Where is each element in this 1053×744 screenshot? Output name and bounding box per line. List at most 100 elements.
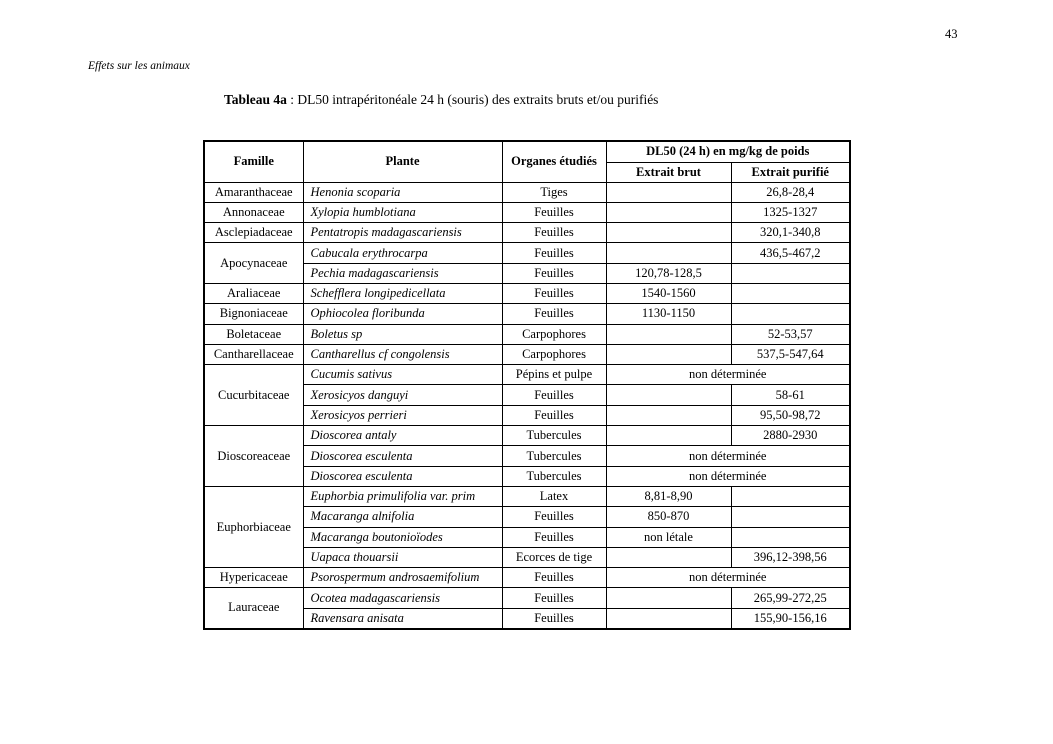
- table-container: Famille Plante Organes étudiés DL50 (24 …: [203, 140, 852, 630]
- plante-cell: Psorospermum androsaemifolium: [302, 567, 503, 589]
- plante-cell: Ocotea madagascariensis: [302, 587, 503, 609]
- header-extrait-brut: Extrait brut: [605, 161, 732, 183]
- extrait-purifie-cell: [730, 485, 851, 508]
- extrait-purifie-cell: 436,5-467,2: [730, 242, 851, 264]
- header-organes: Organes étudiés: [501, 140, 607, 183]
- extrait-purifie-cell: 537,5-547,64: [730, 343, 851, 366]
- organes-cell: Carpophores: [501, 323, 607, 345]
- extrait-brut-cell: [605, 587, 732, 609]
- extrait-brut-cell: 120,78-128,5: [605, 262, 732, 284]
- plante-cell: Euphorbia primulifolia var. prim: [302, 485, 503, 508]
- dl50-merged-cell: non déterminée: [605, 445, 851, 467]
- plante-cell: Cucumis sativus: [302, 364, 503, 386]
- famille-cell: Hypericaceae: [203, 567, 304, 589]
- organes-cell: Tubercules: [501, 445, 607, 467]
- plante-cell: Dioscorea antaly: [302, 425, 503, 447]
- extrait-brut-cell: non létale: [605, 526, 732, 548]
- page-number: 43: [945, 27, 958, 41]
- famille-cell: Amaranthaceae: [203, 181, 304, 203]
- extrait-brut-cell: 1130-1150: [605, 303, 732, 325]
- famille-cell: Asclepiadaceae: [203, 222, 304, 244]
- famille-cell: Lauraceae: [203, 587, 304, 630]
- plante-cell: Dioscorea esculenta: [302, 465, 503, 487]
- extrait-brut-cell: 850-870: [605, 506, 732, 528]
- table-header: Famille Plante Organes étudiés DL50 (24 …: [203, 140, 851, 183]
- table-title-text: : DL50 intrapéritonéale 24 h (souris) de…: [286, 92, 659, 107]
- table-row: Euphorbiaceae Euphorbia primulifolia var.…: [203, 485, 851, 569]
- header-row-1: Famille Plante Organes étudiés DL50 (24 …: [203, 140, 851, 183]
- table-row: Asclepiadaceae Pentatropis madagascariens…: [203, 222, 851, 244]
- table-title-label: Tableau 4a: [224, 92, 287, 107]
- organes-cell: Tiges: [501, 181, 607, 203]
- extrait-brut-cell: [605, 607, 732, 630]
- table-title: Tableau 4a : DL50 intrapéritonéale 24 h …: [224, 92, 658, 108]
- table-row: Xerosicyos danguyi Feuilles 58-61: [204, 384, 851, 406]
- organes-cell: Feuilles: [501, 506, 607, 528]
- famille-cell: Annonaceae: [203, 201, 304, 224]
- famille-cell: Bignoniaceae: [203, 303, 304, 325]
- table-row: Dioscorea esculenta Tubercules non détermi…: [204, 465, 851, 487]
- plante-cell: Macaranga alnifolia: [302, 506, 503, 528]
- organes-cell: Feuilles: [501, 587, 607, 609]
- extrait-purifie-cell: 396,12-398,56: [730, 546, 851, 569]
- dl50-merged-cell: non déterminée: [605, 364, 851, 386]
- organes-cell: Tubercules: [501, 465, 607, 487]
- extrait-brut-cell: [605, 546, 732, 569]
- extrait-purifie-cell: [730, 262, 851, 284]
- plante-cell: Boletus sp: [302, 323, 503, 345]
- extrait-brut-cell: [605, 384, 732, 406]
- extrait-purifie-cell: 265,99-272,25: [730, 587, 851, 609]
- famille-cell: Cantharellaceae: [203, 343, 304, 366]
- organes-cell: Feuilles: [501, 282, 607, 305]
- table-row: Araliaceae Schefflera longipedicellata Feu…: [203, 282, 851, 305]
- organes-cell: Feuilles: [501, 384, 607, 406]
- running-header: Effets sur les animaux: [88, 60, 190, 72]
- extrait-purifie-cell: [730, 282, 851, 305]
- organes-cell: Latex: [501, 485, 607, 508]
- extrait-purifie-cell: 320,1-340,8: [730, 222, 851, 244]
- extrait-brut-cell: [605, 181, 732, 203]
- table-row: Bignoniaceae Ophiocolea floribunda Feuille…: [203, 303, 851, 325]
- dl50-table: Famille Plante Organes étudiés DL50 (24 …: [203, 140, 852, 630]
- table-row: Annonaceae Xylopia humblotiana Feuilles 132…: [203, 201, 851, 224]
- plante-cell: Ophiocolea floribunda: [302, 303, 503, 325]
- table-row: Dioscorea esculenta Tubercules non détermi…: [204, 445, 851, 467]
- organes-cell: Ecorces de tige: [501, 546, 607, 569]
- organes-cell: Feuilles: [501, 567, 607, 589]
- extrait-brut-cell: [605, 343, 732, 366]
- extrait-purifie-cell: 95,50-98,72: [730, 404, 851, 427]
- plante-cell: Schefflera longipedicellata: [302, 282, 503, 305]
- table-row: Cantharellaceae Cantharellus cf congolens…: [203, 343, 851, 366]
- table-row: Dioscoreaceae Dioscorea antaly Tubercules 2…: [203, 425, 851, 487]
- plante-cell: Henonia scoparia: [302, 181, 503, 203]
- table-row: Boletaceae Boletus sp Carpophores 52-53,57: [203, 323, 851, 345]
- extrait-brut-cell: [605, 404, 732, 427]
- extrait-brut-cell: 8,81-8,90: [605, 485, 732, 508]
- plante-cell: Cabucala erythrocarpa: [302, 242, 503, 264]
- extrait-purifie-cell: 155,90-156,16: [730, 607, 851, 630]
- organes-cell: Feuilles: [501, 303, 607, 325]
- organes-cell: Pépins et pulpe: [501, 364, 607, 386]
- table-body: Amaranthaceae Henonia scoparia Tiges 26,8-2…: [203, 181, 851, 630]
- plante-cell: Dioscorea esculenta: [302, 445, 503, 467]
- extrait-brut-cell: [605, 425, 732, 447]
- table-row: Hypericaceae Psorospermum androsaemifoliu…: [203, 567, 851, 589]
- plante-cell: Xerosicyos perrieri: [302, 404, 503, 427]
- extrait-brut-cell: [605, 201, 732, 224]
- famille-cell: Euphorbiaceae: [203, 485, 304, 569]
- famille-cell: Araliaceae: [203, 282, 304, 305]
- dl50-merged-cell: non déterminée: [605, 465, 851, 487]
- extrait-brut-cell: [605, 242, 732, 264]
- header-dl50-group: DL50 (24 h) en mg/kg de poids: [605, 140, 851, 163]
- plante-cell: Uapaca thouarsii: [302, 546, 503, 569]
- header-plante: Plante: [302, 140, 503, 183]
- extrait-purifie-cell: 58-61: [730, 384, 851, 406]
- plante-cell: Macaranga boutonioïodes: [302, 526, 503, 548]
- extrait-purifie-cell: [730, 303, 851, 325]
- plante-cell: Pentatropis madagascariensis: [302, 222, 503, 244]
- extrait-brut-cell: [605, 222, 732, 244]
- organes-cell: Tubercules: [501, 425, 607, 447]
- organes-cell: Carpophores: [501, 343, 607, 366]
- famille-cell: Apocynaceae: [203, 242, 304, 284]
